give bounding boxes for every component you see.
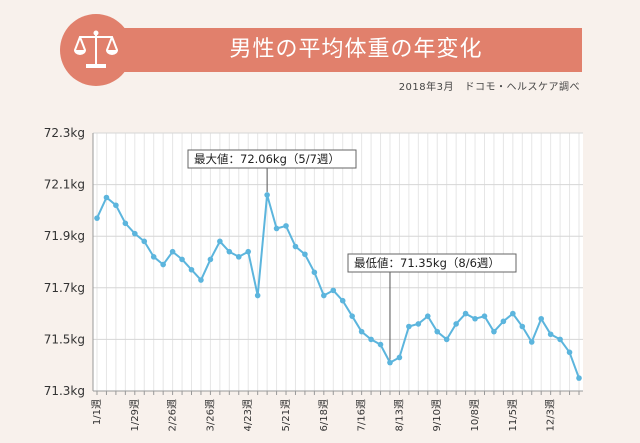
data-point (358, 328, 365, 335)
data-point (519, 323, 526, 330)
data-point (481, 313, 488, 319)
title-banner: 男性の平均体重の年変化 (90, 28, 582, 72)
data-point (443, 336, 450, 343)
x-tick-label: 4/23週 (242, 399, 254, 431)
data-point (349, 313, 355, 319)
chart-title: 男性の平均体重の年変化 (229, 37, 483, 62)
data-point (122, 220, 129, 227)
data-point (472, 315, 478, 322)
data-point (339, 297, 346, 304)
x-tick-label: 11/5週 (507, 399, 519, 431)
data-point (188, 266, 195, 273)
x-tick-label: 6/18週 (318, 399, 330, 431)
data-point (141, 238, 148, 245)
y-tick-label: 71.3kg (44, 384, 85, 398)
y-tick-label: 72.1kg (44, 178, 85, 192)
data-point (254, 292, 261, 299)
source-note: 2018年3月 ドコモ・ヘルスケア調べ (398, 82, 580, 93)
annotation-box (347, 253, 517, 273)
data-point (179, 256, 185, 263)
data-point (217, 238, 223, 245)
data-point (377, 341, 384, 348)
x-tick-label: 7/16週 (356, 399, 368, 431)
data-point (226, 248, 233, 255)
data-point (406, 323, 412, 330)
data-point (160, 261, 166, 268)
data-point (491, 328, 497, 335)
x-tick-label: 9/10週 (431, 399, 443, 431)
data-point (235, 254, 242, 260)
annotation-label: 最低値：71.35kg（8/6週） (354, 256, 500, 270)
x-tick-label: 1/1週 (91, 399, 103, 425)
data-point (169, 248, 176, 255)
y-tick-label: 71.7kg (44, 281, 85, 295)
data-point (113, 202, 119, 209)
data-point (396, 354, 403, 361)
data-point (576, 375, 582, 381)
data-point (510, 310, 516, 317)
data-point (434, 328, 441, 335)
data-point (321, 292, 327, 299)
data-point (94, 215, 100, 221)
data-point (198, 277, 204, 283)
x-tick-label: 2/26週 (167, 399, 179, 431)
data-point (500, 318, 507, 325)
x-tick-label: 5/21週 (280, 399, 292, 431)
series-line (96, 194, 580, 379)
data-point (368, 336, 374, 343)
data-point (273, 225, 280, 232)
data-point (566, 349, 573, 356)
data-point (132, 230, 138, 237)
data-point (207, 256, 214, 263)
x-tick-label: 10/8週 (469, 399, 481, 431)
data-point (528, 339, 535, 345)
data-point (245, 248, 252, 255)
data-point (150, 254, 157, 260)
data-point (387, 359, 393, 366)
y-tick-label: 71.9kg (44, 229, 85, 243)
data-point (283, 223, 289, 229)
data-point (103, 194, 110, 201)
x-tick-label: 12/3週 (545, 399, 557, 431)
data-point (424, 313, 431, 319)
data-point (264, 192, 270, 198)
data-point (330, 287, 337, 294)
annotation-label: 最大値：72.06kg（5/7週） (194, 152, 340, 166)
data-point (292, 243, 299, 250)
x-tick-label: 3/26週 (204, 399, 216, 431)
data-point (453, 321, 459, 327)
data-point (415, 321, 422, 327)
scale-icon (60, 14, 132, 86)
data-point (311, 269, 318, 276)
y-tick-label: 71.5kg (44, 332, 85, 346)
y-tick-label: 72.3kg (44, 126, 85, 140)
data-point (547, 331, 554, 338)
x-tick-label: 8/13週 (393, 399, 405, 431)
data-point (557, 336, 563, 343)
data-point (462, 310, 469, 317)
data-point (538, 315, 544, 322)
data-point (302, 251, 308, 258)
chart-header: 男性の平均体重の年変化 (60, 14, 582, 86)
annotation-box (187, 149, 357, 169)
x-tick-label: 1/29週 (129, 399, 141, 431)
